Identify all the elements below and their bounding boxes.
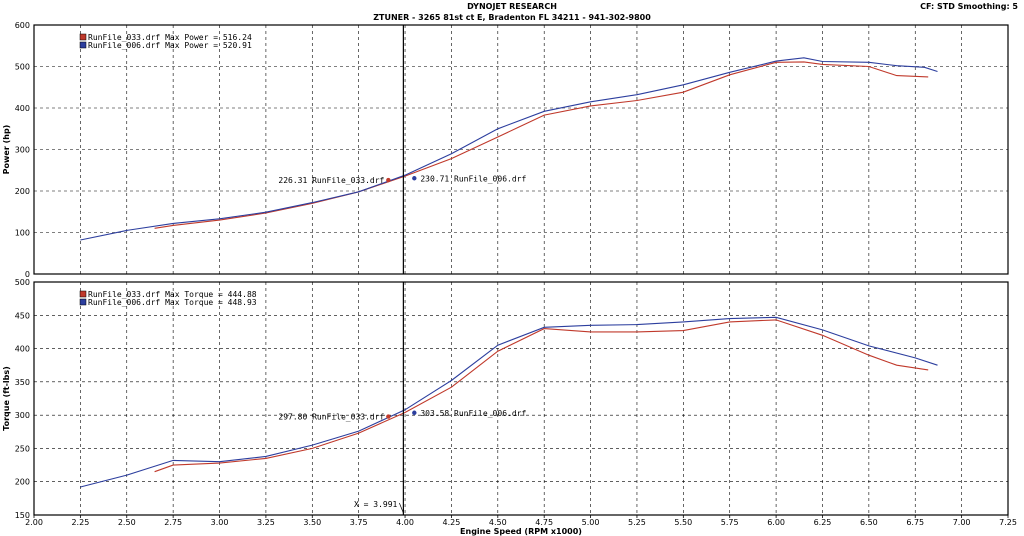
x-tick-label: 6.25 (814, 518, 832, 527)
x-tick-label: 5.75 (721, 518, 739, 527)
cursor-marker (412, 410, 417, 415)
legend-entry: RunFile_006.drf Max Power = 520.91 (88, 41, 252, 50)
power-panel: 0 100 200 300 400 500 600 Power (hp) RunFile_033… (2, 21, 1009, 279)
correction-factor-info: CF: STD Smoothing: 5 (920, 2, 1018, 11)
x-tick-label: 2.75 (164, 518, 182, 527)
x-tick-label: 2.00 (25, 518, 43, 527)
cursor-marker (386, 414, 391, 419)
series-line (80, 316, 938, 488)
series-line (80, 57, 938, 241)
x-tick-label: 2.25 (71, 518, 89, 527)
x-tick-label: 3.50 (303, 518, 321, 527)
x-axis: 2.00 2.25 2.50 2.75 3.00 3.25 3.50 3.75 4.00 4.25… (25, 515, 1017, 536)
cursor-marker (386, 177, 391, 183)
x-tick-label: 5.25 (628, 518, 646, 527)
legend-swatch (79, 290, 87, 298)
legend-swatch (79, 298, 87, 306)
cursor-readout-pointer (399, 502, 404, 514)
legend-entry: RunFile_033.drf Max Power = 516.24 (88, 33, 252, 42)
y-tick-label: 300 (15, 146, 30, 155)
cursor-value-label: 226.31 RunFile_033.drf (278, 176, 384, 185)
y-tick-label: 200 (15, 478, 30, 487)
chart-subtitle: ZTUNER - 3265 81st ct E, Bradenton FL 34… (373, 13, 651, 22)
y-axis-label: Power (hp) (2, 125, 11, 175)
y-tick-label: 250 (15, 444, 30, 453)
cursor-value-label: 297.80 RunFile_033.drf (278, 413, 384, 422)
x-tick-label: 6.75 (906, 518, 924, 527)
y-tick-label: 200 (15, 187, 30, 196)
y-tick-label: 400 (15, 104, 30, 113)
y-tick-label: 500 (15, 63, 30, 72)
x-tick-label: 4.25 (443, 518, 461, 527)
y-tick-label: 600 (15, 21, 30, 30)
cursor-marker (412, 176, 417, 181)
x-tick-label: 4.75 (535, 518, 553, 527)
y-tick-label: 400 (15, 345, 30, 354)
x-tick-label: 6.00 (767, 518, 785, 527)
x-tick-label: 7.25 (999, 518, 1017, 527)
y-tick-label: 100 (15, 229, 30, 238)
x-tick-label: 2.50 (118, 518, 136, 527)
chart-title: DYNOJET RESEARCH (467, 2, 557, 11)
cursor-x-readout: X = 3.991 (354, 500, 398, 509)
y-tick-label: 150 (15, 511, 30, 520)
x-axis-label: Engine Speed (RPM x1000) (460, 527, 582, 536)
y-tick-label: 350 (15, 378, 30, 387)
x-tick-label: 5.00 (582, 518, 600, 527)
series-line (154, 61, 929, 229)
legend-entry: RunFile_006.drf Max Torque = 448.93 (88, 298, 257, 307)
x-tick-label: 7.00 (953, 518, 971, 527)
x-tick-label: 3.25 (257, 518, 275, 527)
x-tick-label: 4.50 (489, 518, 507, 527)
y-tick-label: 300 (15, 411, 30, 420)
plot-frame (33, 281, 1009, 516)
legend-entry: RunFile_033.drf Max Torque = 444.88 (88, 290, 257, 299)
cursor-value-label: 230.71 RunFile_006.drf (420, 174, 526, 183)
x-tick-label: 4.00 (396, 518, 414, 527)
x-tick-label: 3.00 (211, 518, 229, 527)
x-tick-label: 6.50 (860, 518, 878, 527)
x-tick-label: 3.75 (350, 518, 368, 527)
y-axis-label: Torque (ft-lbs) (2, 366, 11, 431)
y-tick-label: 500 (15, 278, 30, 287)
y-tick-label: 0 (25, 270, 30, 279)
legend-swatch (79, 41, 87, 49)
legend-swatch (79, 33, 87, 41)
torque-panel: 150 200 250 300 350 400 450 500 Torque (ft-lbs) R… (2, 278, 1009, 520)
y-tick-label: 450 (15, 311, 30, 320)
cursor-value-label: 303.58 RunFile_006.drf (420, 409, 526, 418)
x-tick-label: 5.50 (674, 518, 692, 527)
series-line (154, 319, 929, 473)
